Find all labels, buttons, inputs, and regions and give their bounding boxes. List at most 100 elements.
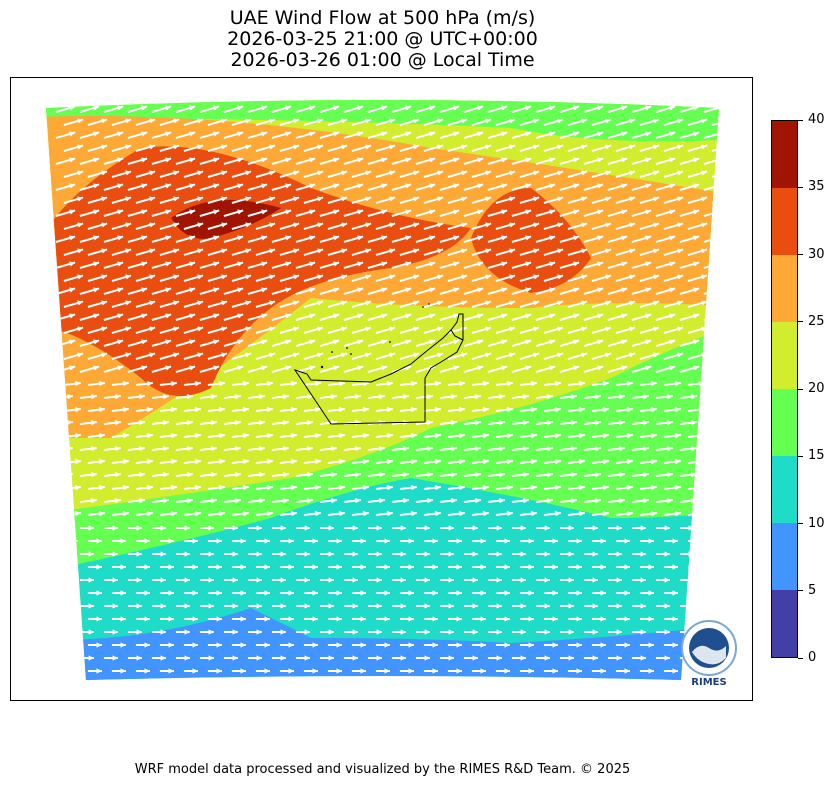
wind-arrow-head — [480, 668, 486, 674]
wind-arrow-head — [123, 407, 129, 413]
wind-arrow-head — [408, 642, 414, 648]
wind-arrow-head — [235, 446, 241, 452]
wind-arrow-head — [165, 365, 172, 371]
wind-arrow-head — [557, 248, 564, 254]
wind-arrow — [703, 498, 719, 503]
wind-arrow-head — [496, 525, 502, 531]
wind-arrow-head — [485, 274, 492, 280]
wind-arrow-head — [149, 326, 156, 332]
wind-arrow-head — [677, 352, 684, 358]
wind-arrow-head — [261, 183, 268, 189]
wind-arrow-head — [597, 339, 604, 345]
wind-arrow-head — [627, 407, 633, 413]
wind-arrow-head — [93, 313, 100, 319]
colorbar-tick-label: 25 — [808, 313, 825, 329]
wind-arrow-head — [557, 118, 564, 124]
colorbar-tick-mark — [798, 119, 803, 121]
wind-arrow-head — [725, 300, 731, 305]
wind-arrow-head — [525, 235, 532, 241]
wind-arrow-head — [117, 235, 124, 241]
wind-arrow-head — [120, 668, 126, 674]
wind-arrow-head — [453, 131, 460, 137]
wind-arrow-head — [269, 352, 276, 358]
wind-arrow-head — [725, 248, 731, 253]
wind-arrow-head — [621, 183, 628, 189]
wind-arrow-head — [571, 420, 577, 426]
wind-arrow-head — [504, 668, 510, 674]
wind-arrow-head — [616, 551, 622, 557]
wind-arrow-head — [480, 616, 486, 622]
wind-arrow-head — [245, 352, 252, 358]
wind-arrow — [703, 313, 719, 321]
wind-arrow-head — [219, 485, 225, 491]
wind-arrow-head — [264, 538, 270, 544]
wind-arrow-head — [363, 407, 369, 413]
wind-arrow-head — [267, 381, 273, 387]
wind-arrow-head — [389, 144, 396, 150]
wind-arrow-head — [448, 603, 454, 609]
colorbar-tick-label: 10 — [808, 515, 825, 531]
wind-arrow-head — [331, 394, 337, 400]
wind-arrow-head — [149, 144, 156, 150]
wind-arrow-head — [691, 446, 697, 452]
wind-arrow-head — [77, 222, 84, 228]
wind-arrow-head — [213, 131, 220, 137]
wind-arrow-head — [141, 313, 148, 319]
wind-arrow-head — [627, 381, 633, 387]
wind-arrow-head — [485, 118, 492, 124]
wind-arrow-head — [501, 157, 508, 163]
wind-arrow-head — [576, 564, 582, 570]
wind-arrow-head — [544, 525, 550, 531]
wind-arrow-head — [315, 511, 321, 517]
wind-arrow-head — [605, 248, 612, 254]
wind-arrow-head — [507, 381, 513, 387]
wind-arrow-head — [285, 131, 292, 137]
wind-arrow — [711, 222, 719, 230]
wind-arrow-head — [264, 564, 270, 570]
wind-arrow-head — [568, 551, 574, 557]
wind-arrow-head — [640, 551, 646, 557]
wind-arrow-head — [192, 590, 198, 596]
wind-arrow-head — [91, 498, 97, 504]
wind-arrow-head — [245, 222, 252, 228]
wind-arrow-head — [171, 407, 177, 413]
wind-arrow-head — [520, 603, 526, 609]
wind-arrow-head — [643, 498, 649, 504]
wind-arrow-head — [605, 300, 612, 306]
wind-arrow-head — [408, 564, 414, 570]
wind-arrow-head — [309, 209, 316, 215]
wind-arrow-head — [184, 551, 190, 557]
wind-arrow-head — [317, 170, 324, 176]
wind-arrow-head — [293, 326, 300, 332]
uae-border — [293, 313, 464, 425]
wind-arrow-head — [525, 365, 532, 371]
wind-arrow-head — [448, 577, 454, 583]
wind-arrow-head — [595, 446, 601, 452]
wind-arrow-head — [579, 459, 585, 465]
wind-arrow-head — [477, 235, 484, 241]
wind-arrow-head — [293, 196, 300, 202]
wind-arrow-head — [309, 339, 316, 345]
wind-arrow-head — [144, 590, 150, 596]
wind-arrow-head — [72, 590, 78, 596]
wind-arrow-head — [365, 222, 372, 228]
wind-arrow-head — [531, 407, 537, 413]
wind-arrow-head — [627, 433, 633, 439]
wind-arrow-head — [525, 287, 532, 293]
wind-arrow-head — [451, 394, 457, 400]
wind-arrow-head — [243, 511, 249, 517]
wind-arrow-head — [75, 485, 81, 491]
wind-arrow-head — [267, 407, 273, 413]
wind-arrow-head — [243, 459, 249, 465]
wind-arrow-head — [365, 118, 372, 124]
wind-arrow-head — [573, 339, 580, 345]
wind-arrow-head — [355, 472, 361, 478]
wind-arrow-head — [285, 339, 292, 345]
wind-arrow-head — [331, 446, 337, 452]
wind-arrow-head — [232, 655, 238, 661]
wind-arrow-head — [64, 629, 70, 635]
wind-arrow-head — [699, 511, 705, 517]
wind-arrow-head — [448, 525, 454, 531]
wind-arrow — [711, 118, 719, 126]
wind-arrow-head — [699, 485, 705, 491]
